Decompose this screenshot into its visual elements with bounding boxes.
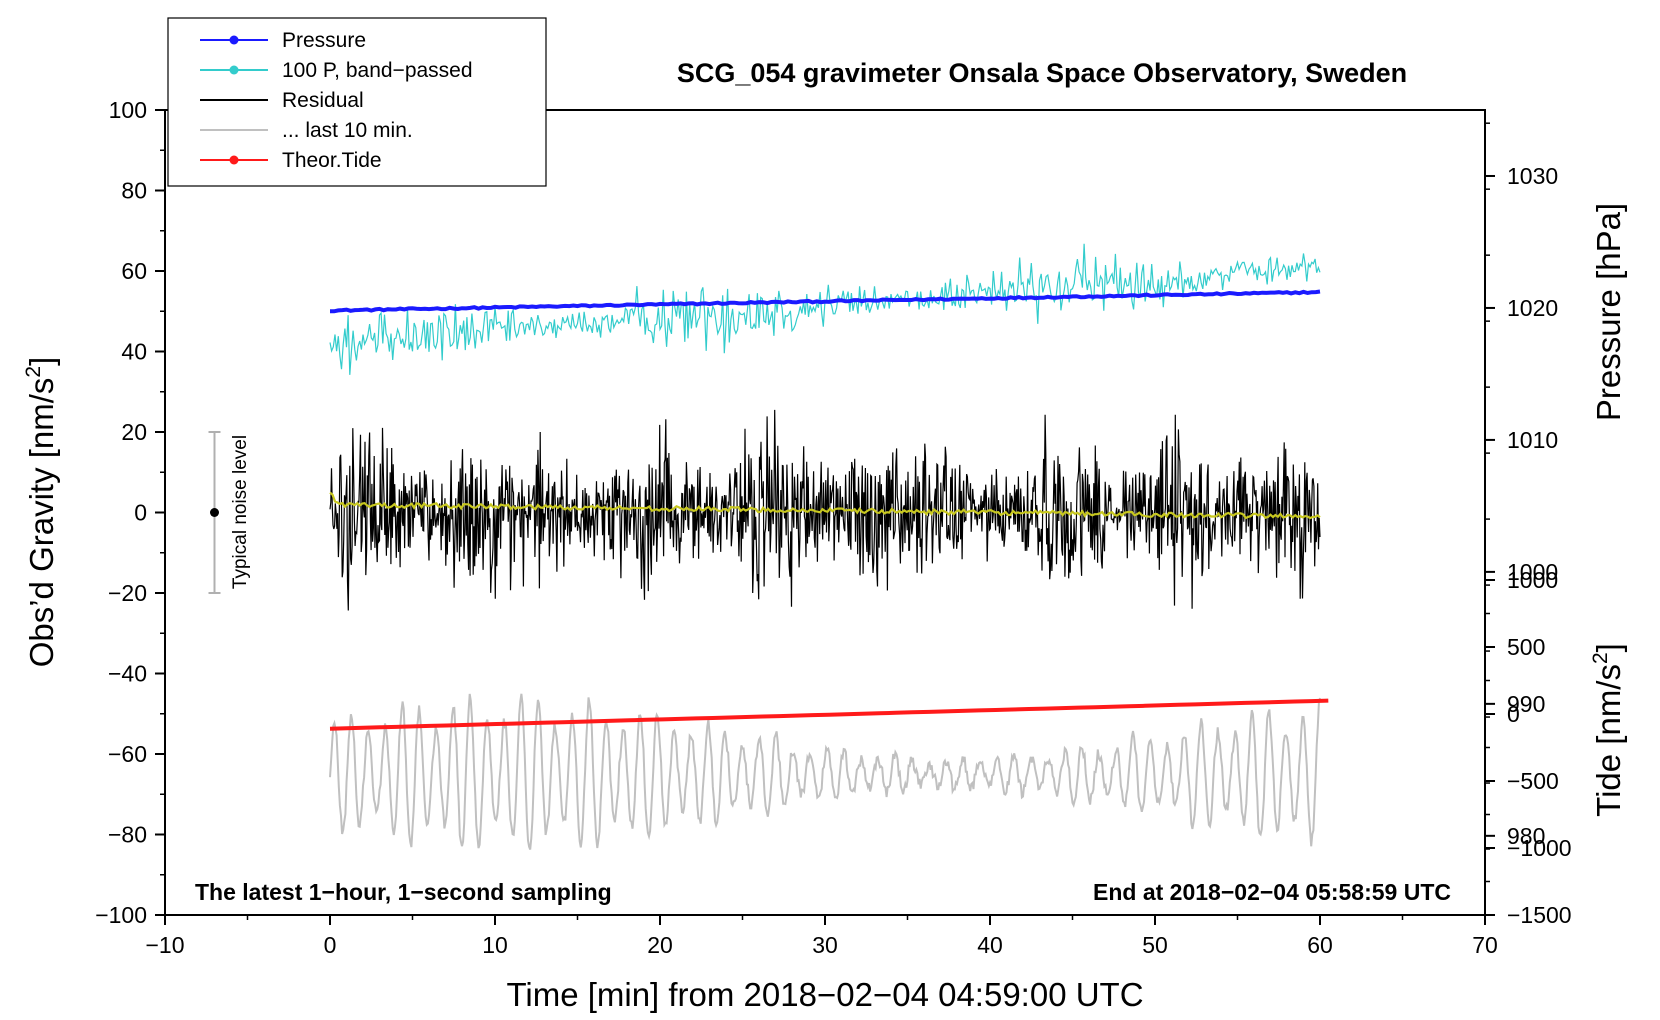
y-axis-title: Obs’d Gravity [nm/s2] — [22, 357, 60, 668]
pressure-tick-label: 1000 — [1507, 559, 1558, 585]
series-pressure-line — [330, 289, 1321, 314]
x-axis-title: Time [min] from 2018−02−04 04:59:00 UTC — [506, 976, 1143, 1013]
tide-axis-title-main: Tide [nm/s — [1590, 664, 1627, 817]
y-tick-label: 80 — [121, 178, 147, 204]
x-axis-ticks: −10 0 10 20 30 40 50 60 70 — [145, 915, 1498, 958]
series-group — [329, 243, 1329, 850]
x-tick-label: 40 — [977, 932, 1003, 958]
legend-label: Residual — [282, 89, 364, 112]
pressure-tick-label: 1020 — [1507, 295, 1558, 321]
y-tick-label: −60 — [108, 741, 147, 767]
legend: Pressure 100 P, band−passed Residual ... la… — [167, 17, 547, 187]
pressure-tick-label: 990 — [1507, 691, 1545, 717]
y-tick-label: −100 — [95, 902, 147, 928]
series-residual-smoothed-line — [329, 491, 1321, 520]
legend-marker — [229, 65, 239, 75]
tide-tick-label: −500 — [1507, 768, 1559, 794]
legend-label: Theor.Tide — [282, 149, 382, 172]
noise-level-label: Typical noise level — [230, 435, 251, 589]
series-last-10-min-line — [329, 693, 1321, 850]
y-tick-label: 0 — [134, 500, 147, 526]
series-theoretical-tide-line — [329, 698, 1329, 731]
x-tick-label: 60 — [1307, 932, 1333, 958]
noise-level-indicator: Typical noise level — [208, 431, 251, 594]
x-tick-label: 10 — [482, 932, 508, 958]
y-tick-label: −80 — [108, 822, 147, 848]
pressure-tick-label: 980 — [1507, 823, 1545, 849]
tide-tick-label: −1500 — [1507, 902, 1572, 928]
tide-tick-label: 0 — [1507, 701, 1520, 727]
y-tick-label: −40 — [108, 661, 147, 687]
noise-level-dot — [210, 508, 219, 517]
y-tick-label: 20 — [121, 419, 147, 445]
legend-marker — [229, 35, 239, 45]
tide-tick-label: 500 — [1507, 634, 1545, 660]
chart-title: SCG_054 gravimeter Onsala Space Observat… — [677, 58, 1407, 88]
series-residual-line — [329, 409, 1321, 611]
y-tick-label: −20 — [108, 580, 147, 606]
y-axis-title-superscript: 2 — [22, 366, 45, 378]
x-tick-label: 70 — [1472, 932, 1498, 958]
legend-label: 100 P, band−passed — [282, 59, 473, 82]
x-tick-label: 20 — [647, 932, 673, 958]
x-tick-label: 50 — [1142, 932, 1168, 958]
tide-axis-title-close: ] — [1590, 643, 1627, 652]
annotation-sampling: The latest 1−hour, 1−second sampling — [195, 879, 612, 905]
pressure-axis-ticks: 1030 1020 1010 1000 990 980 — [1485, 122, 1558, 916]
x-tick-label: 0 — [324, 932, 337, 958]
x-tick-label: −10 — [145, 932, 184, 958]
pressure-tick-label: 1010 — [1507, 427, 1558, 453]
y-tick-label: 40 — [121, 339, 147, 365]
pressure-axis-title: Pressure [hPa] — [1590, 203, 1627, 421]
x-tick-label: 30 — [812, 932, 838, 958]
y-tick-label: 60 — [121, 258, 147, 284]
tide-axis-title-superscript: 2 — [1589, 652, 1612, 664]
y-axis-title-close: ] — [23, 357, 60, 366]
y-axis-ticks: 100 80 60 40 20 0 −20 −40 −60 −80 −100 — [95, 97, 165, 928]
tide-axis-ticks: 1000 500 0 −500 −1000 −1500 — [1485, 567, 1572, 928]
tide-tick-label: 1000 — [1507, 567, 1558, 593]
legend-label: ... last 10 min. — [282, 119, 413, 142]
tide-axis-title: Tide [nm/s2] — [1589, 643, 1627, 817]
legend-entries: Pressure 100 P, band−passed Residual ... la… — [200, 29, 473, 172]
legend-label: Pressure — [282, 29, 366, 52]
annotation-end-time: End at 2018−02−04 05:58:59 UTC — [1093, 879, 1451, 905]
tide-tick-label: −1000 — [1507, 835, 1572, 861]
y-tick-label: 100 — [109, 97, 147, 123]
pressure-tick-label: 1030 — [1507, 163, 1558, 189]
legend-marker — [229, 155, 239, 165]
y-axis-title-main: Obs’d Gravity [nm/s — [23, 378, 60, 668]
